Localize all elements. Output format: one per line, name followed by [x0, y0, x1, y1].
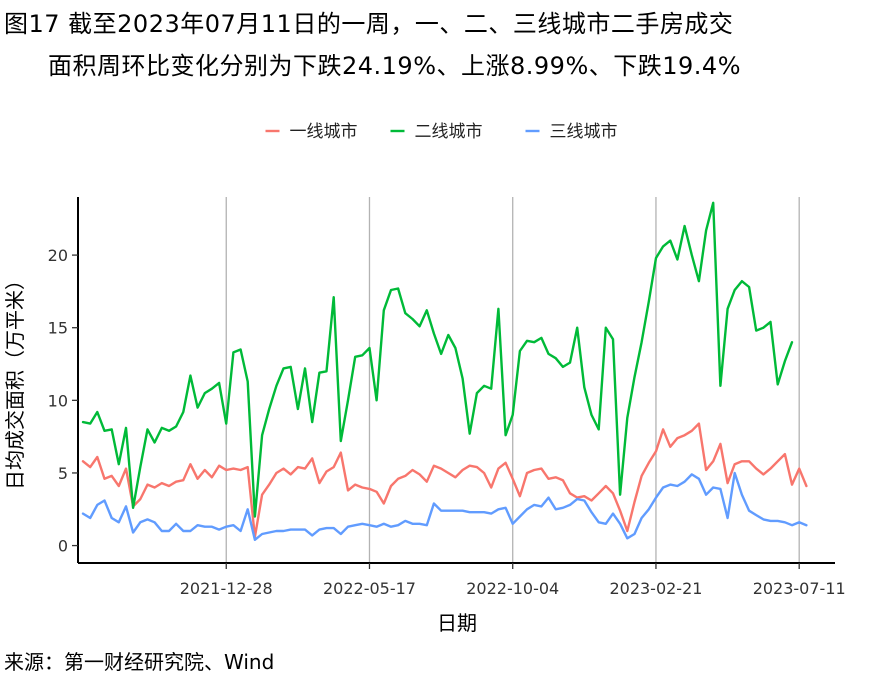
- legend: 一线城市 二线城市 三线城市: [265, 122, 618, 142]
- x-tick-label: 2022-05-17: [323, 579, 416, 598]
- x-tick-label: 2021-12-28: [180, 579, 273, 598]
- source-note: 来源：第一财经研究院、Wind: [4, 650, 275, 674]
- y-tick-label: 15: [48, 319, 68, 338]
- y-tick-label: 10: [48, 391, 68, 410]
- axes: [77, 197, 835, 564]
- legend-label: 三线城市: [550, 122, 618, 142]
- x-axis-title: 日期: [437, 611, 477, 635]
- series-line-2: [81, 201, 794, 518]
- y-tick-label: 0: [58, 537, 68, 556]
- legend-label: 一线城市: [290, 122, 358, 142]
- x-tick-label: 2022-10-04: [466, 579, 559, 598]
- y-tick-label: 5: [58, 464, 68, 483]
- x-tick-label: 2023-02-21: [609, 579, 702, 598]
- chart-title-line-1: 图17 截至2023年07月11日的一周，一、二、三线城市二手房成交: [4, 10, 734, 38]
- chart-title-line-2: 面积周环比变化分别为下跌24.19%、上涨8.99%、下跌19.4%: [48, 52, 741, 80]
- y-tick-label: 20: [48, 246, 68, 265]
- x-tick-label: 2023-07-11: [753, 579, 846, 598]
- legend-label: 二线城市: [415, 122, 483, 142]
- series-line-1: [81, 422, 808, 539]
- series-lines: [81, 201, 808, 541]
- grid-lines: [225, 197, 800, 563]
- y-axis-title: 日均成交面积（万平米）: [3, 270, 27, 490]
- axis-ticks: 2021-12-28 2022-05-17 2022-10-04 2023-02-21…: [48, 246, 846, 598]
- series-line-3: [81, 471, 808, 541]
